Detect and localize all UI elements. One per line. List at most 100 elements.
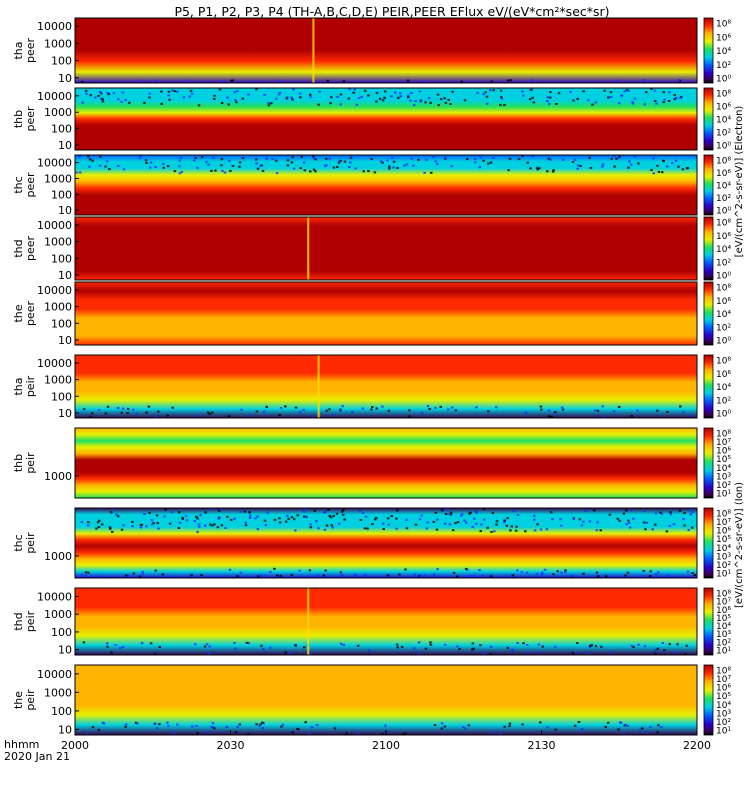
colorbar-tick: 10⁸ bbox=[716, 357, 731, 367]
colorbar-tick: 10⁸ bbox=[716, 430, 731, 440]
ytick-label-thd-peer-10: 10 bbox=[58, 269, 72, 282]
ytick-label-thb-peer-10000: 10000 bbox=[37, 90, 72, 103]
ytick-label-tha-peir-100: 100 bbox=[51, 390, 72, 403]
colorbar-tick: 10⁸ bbox=[716, 90, 731, 100]
colorbar-tick: 10⁵ bbox=[716, 692, 731, 702]
colorbar-tick: 10⁷ bbox=[716, 675, 731, 685]
colorbar-tick: 10⁸ bbox=[716, 667, 731, 677]
xtick-label-2000: 2000 bbox=[61, 739, 89, 752]
frame-thd-peir bbox=[74, 587, 698, 656]
spectrogram-tha-peer bbox=[75, 18, 697, 83]
ytick-label-tha-peer-10: 10 bbox=[58, 72, 72, 85]
panel-the-peir: 10000100010010thepeir10⁸10⁷10⁶10⁵10⁴10³1… bbox=[12, 664, 731, 737]
colorbar-thd-peer bbox=[703, 216, 714, 281]
noise-tha-peir bbox=[82, 405, 693, 418]
ytick-label-thb-peer-1000: 1000 bbox=[44, 106, 72, 119]
colorbar-tick: 10⁴ bbox=[716, 383, 731, 393]
colorbar-tick: 10⁰ bbox=[716, 75, 731, 85]
colorbar-tick: 10⁷ bbox=[716, 598, 731, 608]
spectrogram-thb-peer bbox=[75, 88, 697, 150]
colorbar-tick: 10⁰ bbox=[716, 410, 731, 420]
colorbar-thc-peir bbox=[703, 507, 714, 579]
colorbar-thb-peir bbox=[703, 427, 714, 499]
ytick-label-thd-peir-10: 10 bbox=[58, 644, 72, 657]
colorbar-tick: 10³ bbox=[716, 709, 731, 719]
colorbar-tick: 10² bbox=[716, 129, 731, 139]
colorbar-tick: 10⁸ bbox=[716, 590, 731, 600]
spectrogram-the-peer bbox=[75, 282, 697, 345]
colorbar-tick: 10⁷ bbox=[716, 438, 731, 448]
xlabel-hhmm: hhmm bbox=[4, 738, 39, 751]
frame-tha-peir bbox=[74, 354, 698, 419]
colorbar-tick: 10⁸ bbox=[716, 20, 731, 30]
noise-thc-peir bbox=[80, 508, 696, 578]
colorbar-the-peer bbox=[703, 281, 714, 346]
frame-tha-peer bbox=[74, 17, 698, 84]
ylabel-thc-peer: thcpeer bbox=[12, 172, 37, 198]
colorbar-tick: 10⁰ bbox=[716, 142, 731, 152]
colorbar-tick: 10⁴ bbox=[716, 622, 731, 632]
colorbar-tick: 10⁶ bbox=[716, 297, 731, 307]
colorbar-tick: 10³ bbox=[716, 472, 731, 482]
xtick-label-2030: 2030 bbox=[217, 739, 245, 752]
colorbar-tha-peer bbox=[703, 17, 714, 84]
panel-tha-peir: 10000 1000 100 10 thapeir 10⁸ 10⁶ 10⁴ 10² 10⁰ bbox=[12, 354, 731, 420]
colorbar-thc-peer bbox=[703, 154, 714, 216]
xtick-label-2200: 2200 bbox=[683, 739, 711, 752]
colorbar-tick: 10⁶ bbox=[716, 447, 731, 457]
ylabel-thb-peer: thbpeer bbox=[12, 106, 37, 132]
panels: 10000 1000 100 10 thapeer 10⁸ 10⁶ 10⁴ 10² 10⁰ 1000… bbox=[12, 17, 731, 737]
ytick-label-the-peir-10: 10 bbox=[58, 723, 72, 736]
colorbar-tick: 10⁸ bbox=[716, 157, 731, 167]
colorbar-unit-ion: [eV/(cm^2-s-sr-eV)] (Ion) bbox=[734, 482, 745, 608]
colorbar-tick: 10⁴ bbox=[716, 464, 731, 474]
colorbar-tick: 10¹ bbox=[716, 727, 731, 737]
ytick-label-thc-peer-1000: 1000 bbox=[44, 172, 72, 185]
colorbar-tick: 10⁵ bbox=[716, 535, 731, 545]
colorbar-tick: 10⁶ bbox=[716, 527, 731, 537]
ytick-label-thd-peir-10000: 10000 bbox=[37, 590, 72, 603]
colorbar-tick: 10⁴ bbox=[716, 245, 731, 255]
colorbar-tick: 10⁶ bbox=[716, 606, 731, 616]
noise-thc-peer bbox=[75, 155, 689, 175]
spectrogram-thb-peir bbox=[75, 428, 697, 498]
ylabel-thd-peir: thdpeir bbox=[12, 610, 37, 632]
colorbar-tick: 10⁶ bbox=[716, 103, 731, 113]
colorbar-tick: 10⁴ bbox=[716, 544, 731, 554]
colorbar-tick: 10² bbox=[716, 638, 731, 648]
ytick-label-the-peir-10000: 10000 bbox=[37, 668, 72, 681]
colorbar-tick: 10² bbox=[716, 481, 731, 491]
colorbar-tick: 10² bbox=[716, 561, 731, 571]
spectrogram-tha-peir bbox=[75, 355, 697, 418]
ylabel-thb-peir: thbpeir bbox=[12, 452, 37, 474]
colorbar-tick: 10⁶ bbox=[716, 169, 731, 179]
chart-title: P5, P1, P2, P3, P4 (TH-A,B,C,D,E) PEIR,P… bbox=[174, 4, 609, 19]
ylabel-thd-peer: thdpeer bbox=[12, 236, 37, 262]
ytick-label-the-peir-100: 100 bbox=[51, 705, 72, 718]
ylabel-tha-peer: thapeer bbox=[12, 38, 37, 64]
ytick-label-thd-peer-10000: 10000 bbox=[37, 219, 72, 232]
ytick-label-tha-peir-10: 10 bbox=[58, 407, 72, 420]
colorbar-tick: 10⁴ bbox=[716, 116, 731, 126]
ytick-label-thd-peir-100: 100 bbox=[51, 626, 72, 639]
ytick-label-the-peer-10000: 10000 bbox=[37, 284, 72, 297]
colorbar-tick: 10⁵ bbox=[716, 455, 731, 465]
frame-thc-peir bbox=[74, 507, 698, 579]
colorbar-unit-electron: [eV/(cm^2-s-sr-eV)] (Electron) bbox=[734, 106, 745, 258]
colorbar-the-peir bbox=[703, 664, 714, 736]
ytick-label-thd-peir-1000: 1000 bbox=[44, 608, 72, 621]
colorbar-tick: 10⁰ bbox=[716, 272, 731, 282]
frame-thc-peer bbox=[74, 154, 698, 216]
ytick-label-thc-peir-1000: 1000 bbox=[44, 550, 72, 563]
colorbar-tick: 10² bbox=[716, 718, 731, 728]
ytick-label-the-peer-10: 10 bbox=[58, 334, 72, 347]
colorbar-tick: 10³ bbox=[716, 552, 731, 562]
panel-thb-peer: 10000 1000 100 10 thbpeer 10⁸ 10⁶ 10⁴ 10² 10⁰ bbox=[12, 87, 731, 152]
colorbar-thb-peer bbox=[703, 87, 714, 151]
ytick-label-the-peir-1000: 1000 bbox=[44, 686, 72, 699]
panel-thd-peer: 10000 1000 100 10 thdpeer 10⁸ 10⁶ 10⁴ 10² 10⁰ bbox=[12, 216, 731, 282]
colorbar-tick: 10² bbox=[716, 194, 731, 204]
xtick-label-2130: 2130 bbox=[528, 739, 556, 752]
